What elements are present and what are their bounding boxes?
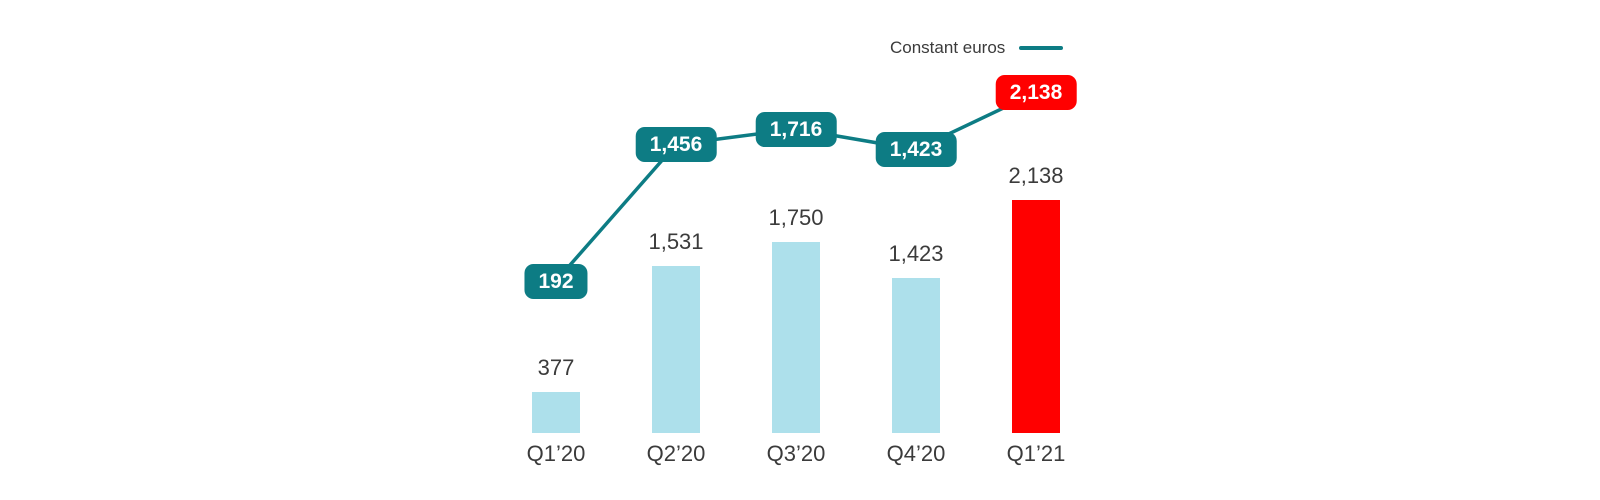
bar-value-label-q1-20: 377 xyxy=(537,355,575,380)
x-axis-label-q1-20: Q1’20 xyxy=(526,441,586,466)
x-axis-label-q3-20: Q3’20 xyxy=(766,441,826,466)
bar-q2-20 xyxy=(652,266,700,433)
bar-q3-20 xyxy=(772,242,820,433)
legend-label: Constant euros xyxy=(890,38,1006,57)
bar-q1-21 xyxy=(1012,200,1060,433)
x-axis-label-q1-21: Q1’21 xyxy=(1006,441,1066,466)
legend: Constant euros xyxy=(890,38,1064,58)
x-axis-label-q2-20: Q2’20 xyxy=(646,441,706,466)
bar-value-label-q3-20: 1,750 xyxy=(768,205,824,230)
legend-line-swatch xyxy=(1019,46,1064,50)
line-value-pill-q3-20: 1,716 xyxy=(755,111,837,147)
line-value-pill-q1-20: 192 xyxy=(524,263,588,299)
line-value-pill-q2-20: 1,456 xyxy=(635,127,717,162)
bar-value-label-q1-21: 2,138 xyxy=(1008,163,1064,188)
bar-value-label-q4-20: 1,423 xyxy=(888,241,944,266)
line-value-pill-q1-21: 2,138 xyxy=(995,75,1077,110)
bar-q1-20 xyxy=(532,392,580,433)
bar-value-label-q2-20: 1,531 xyxy=(648,229,704,254)
line-value-pill-q4-20: 1,423 xyxy=(875,132,957,167)
bar-q4-20 xyxy=(892,278,940,433)
x-axis-label-q4-20: Q4’20 xyxy=(886,441,946,466)
